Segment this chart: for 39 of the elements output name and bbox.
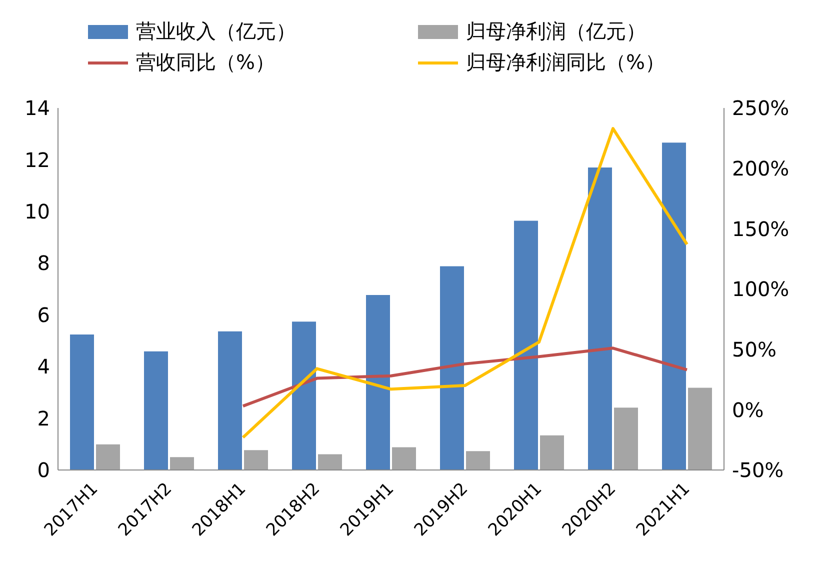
bar: [96, 444, 120, 470]
bar: [614, 408, 638, 470]
y2-tick-label: 250%: [732, 96, 790, 120]
bar: [392, 447, 416, 470]
y-tick-label: 12: [24, 148, 50, 172]
bar: [218, 331, 242, 470]
y-tick-label: 10: [24, 200, 50, 224]
y2-tick-label: 150%: [732, 216, 790, 241]
y-tick-label: 4: [37, 354, 50, 379]
bar: [366, 294, 390, 470]
line-series: [242, 127, 688, 439]
y2-tick-label: 100%: [732, 277, 790, 302]
y2-tick-label: 50%: [732, 337, 776, 362]
bar: [466, 451, 490, 470]
legend-label: 营业收入（亿元）: [136, 18, 296, 45]
bar: [688, 388, 712, 470]
bar: [144, 351, 168, 470]
y-tick-label: 14: [24, 96, 50, 120]
bar: [514, 220, 538, 470]
bar: [292, 322, 316, 470]
bar: [588, 167, 612, 470]
bar: [540, 435, 564, 470]
y-tick-label: 2: [37, 406, 50, 430]
legend-label: 营收同比（%）: [136, 49, 276, 76]
y-tick-label: 6: [37, 302, 50, 327]
bar: [440, 266, 464, 470]
y2-tick-label: -50%: [732, 458, 784, 482]
y2-tick-label: 0%: [732, 398, 764, 422]
y-tick-label: 0: [37, 458, 50, 482]
bar: [318, 454, 342, 470]
legend-label: 归母净利润同比（%）: [466, 49, 666, 76]
bar: [70, 334, 94, 470]
bar: [662, 142, 686, 470]
y2-tick-label: 200%: [732, 156, 790, 180]
y-tick-label: 8: [37, 251, 50, 276]
line-series: [242, 346, 688, 408]
bar: [244, 450, 268, 470]
legend-label: 归母净利润（亿元）: [466, 18, 646, 45]
bar: [170, 457, 194, 470]
